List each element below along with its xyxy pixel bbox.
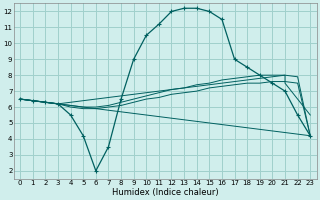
X-axis label: Humidex (Indice chaleur): Humidex (Indice chaleur) — [112, 188, 219, 197]
